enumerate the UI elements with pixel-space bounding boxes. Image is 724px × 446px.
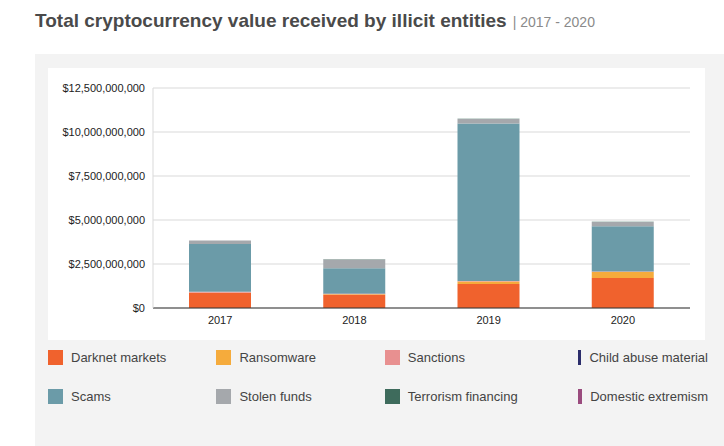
svg-text:2019: 2019 xyxy=(476,314,500,326)
svg-text:$2,500,000,000: $2,500,000,000 xyxy=(69,258,145,270)
html-text:Domestic extremism: Domestic extremism xyxy=(590,389,708,404)
html-text:Total cryptocurrency value rec: Total cryptocurrency value received by i… xyxy=(35,10,595,31)
svg-text:$5,000,000,000: $5,000,000,000 xyxy=(69,214,145,226)
svg-text:2017: 2017 xyxy=(208,314,232,326)
html-text:Ransomware: Ransomware xyxy=(239,350,316,365)
html-text:Terrorism financing: Terrorism financing xyxy=(407,389,518,404)
html-text:Stolen funds: Stolen funds xyxy=(239,389,312,404)
html-text:Child abuse material: Child abuse material xyxy=(589,350,708,365)
html-text:Scams: Scams xyxy=(71,389,111,404)
html-text:Sanctions: Sanctions xyxy=(407,350,465,365)
svg-text:2020: 2020 xyxy=(611,314,635,326)
html-text:Darknet markets: Darknet markets xyxy=(71,350,167,365)
svg-text:$10,000,000,000: $10,000,000,000 xyxy=(62,126,145,138)
svg-text:$12,500,000,000: $12,500,000,000 xyxy=(62,82,145,94)
svg-text:$7,500,000,000: $7,500,000,000 xyxy=(69,170,145,182)
svg-text:$0: $0 xyxy=(133,302,145,314)
svg-text:2018: 2018 xyxy=(342,314,366,326)
